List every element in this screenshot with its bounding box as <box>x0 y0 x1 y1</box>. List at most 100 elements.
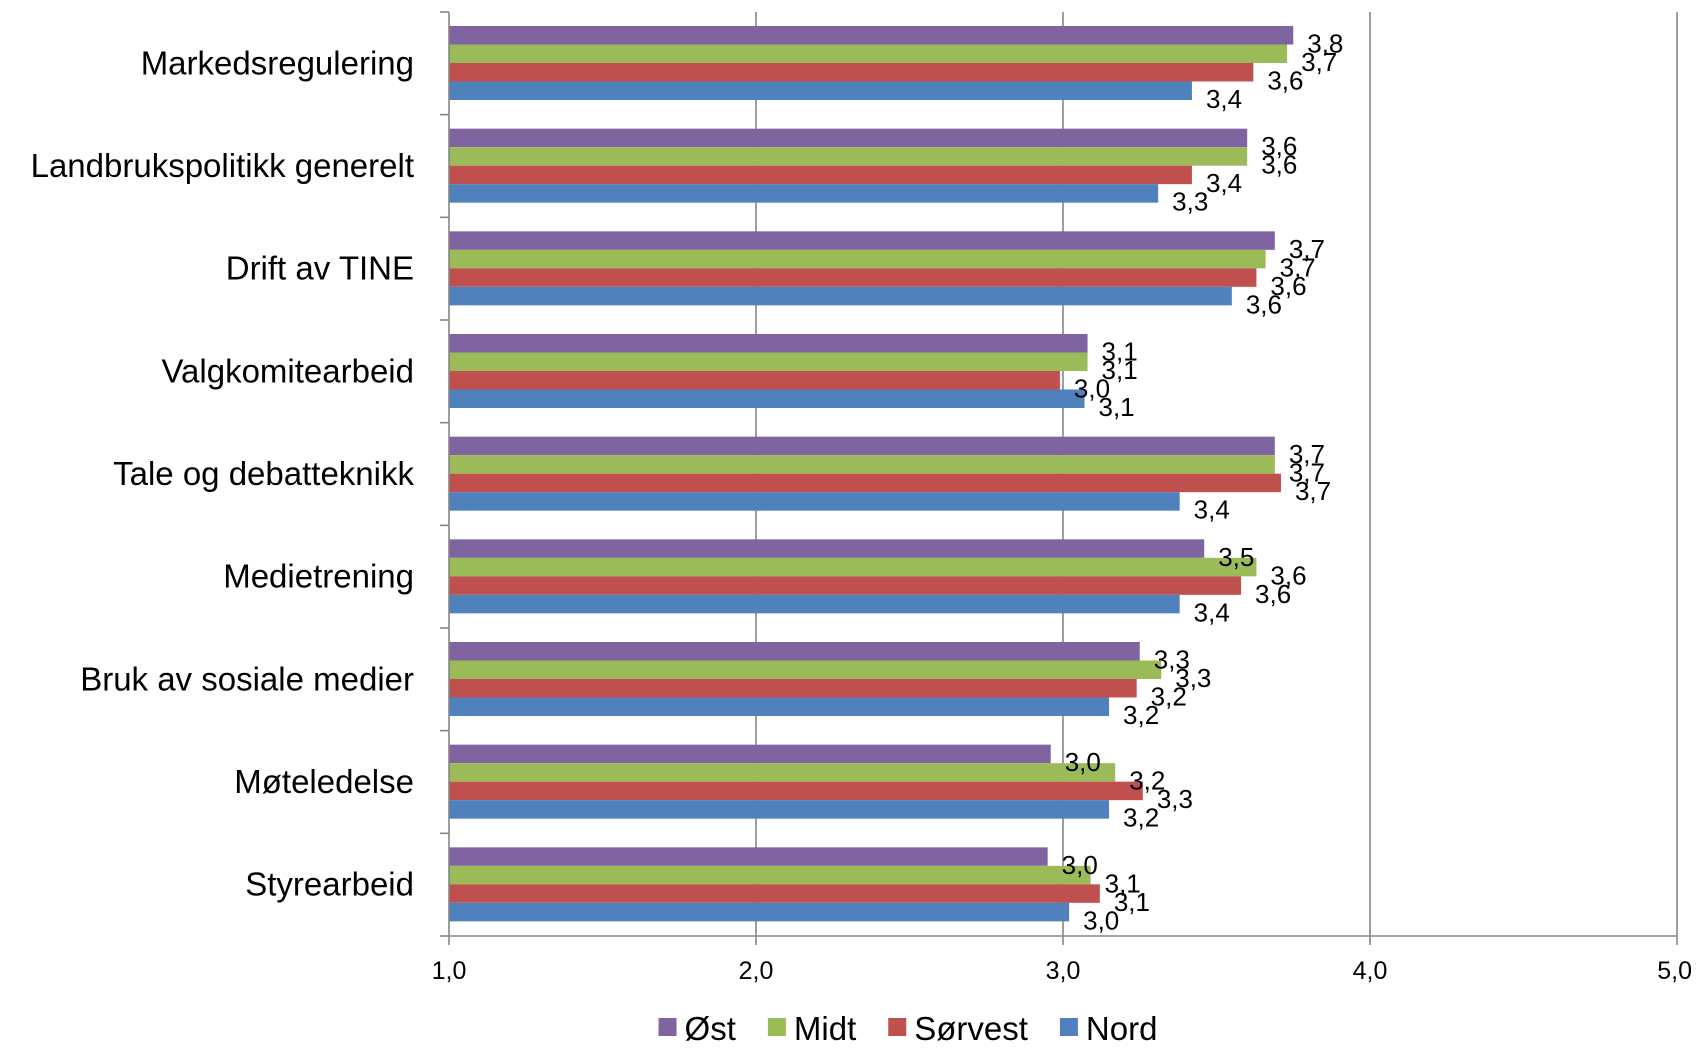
bar <box>449 473 1281 493</box>
bar <box>449 800 1110 819</box>
legend-swatch <box>658 1018 677 1036</box>
category-label: Bruk av sosiale medier <box>80 660 414 697</box>
category-label: Valgkomitearbeid <box>161 352 414 389</box>
bar <box>449 165 1192 185</box>
data-label: 3,1 <box>1102 337 1138 367</box>
data-label: 3,8 <box>1307 29 1343 59</box>
data-label: 3,6 <box>1270 271 1306 301</box>
data-label: 3,0 <box>1062 850 1098 880</box>
bar <box>449 847 1048 866</box>
bar <box>449 594 1180 614</box>
x-tick-label: 1,0 <box>432 957 467 985</box>
bar <box>449 539 1205 558</box>
data-label: 3,7 <box>1301 47 1337 77</box>
bar <box>449 334 1088 353</box>
data-label: 3,6 <box>1267 66 1303 96</box>
data-label: 3,2 <box>1129 766 1165 796</box>
legend-swatch <box>888 1018 907 1036</box>
legend-swatch <box>1059 1018 1078 1036</box>
legend-label: Nord <box>1086 1010 1158 1047</box>
data-label: 3,4 <box>1206 168 1242 198</box>
category-label: Medietrening <box>223 558 414 595</box>
x-tick-label: 5,0 <box>1657 957 1692 985</box>
bar <box>449 371 1060 390</box>
legend-label: Øst <box>685 1010 736 1047</box>
bar <box>449 44 1288 63</box>
labels-layer: 3,83,73,63,4Markedsregulering3,63,63,43,… <box>31 29 1344 936</box>
category-label: Drift av TINE <box>226 250 414 287</box>
category-label: Landbrukspolitikk generelt <box>31 147 414 184</box>
data-label: 3,3 <box>1172 187 1208 217</box>
legend-item: Øst <box>658 1010 736 1047</box>
legend-label: Midt <box>794 1010 856 1047</box>
data-label: 3,5 <box>1218 542 1254 572</box>
bar <box>449 763 1116 782</box>
bar <box>449 63 1254 82</box>
data-label: 3,3 <box>1154 645 1190 675</box>
data-label: 3,7 <box>1280 252 1316 282</box>
category-label: Styrearbeid <box>245 866 414 903</box>
bar <box>449 128 1248 148</box>
data-label: 3,2 <box>1151 682 1187 712</box>
bar <box>449 781 1143 801</box>
bar <box>449 492 1180 511</box>
data-label: 3,7 <box>1289 458 1325 488</box>
x-tick-label: 3,0 <box>1046 957 1081 985</box>
data-label: 3,4 <box>1194 597 1230 627</box>
bar <box>449 352 1088 371</box>
legend-item: Nord <box>1059 1010 1158 1047</box>
legend: Øst Midt Sørvest Nord <box>658 1010 1158 1047</box>
bar <box>449 389 1085 408</box>
category-label: Tale og debatteknikk <box>113 455 414 492</box>
bars-layer <box>449 26 1294 922</box>
bar <box>449 642 1140 661</box>
data-label: 3,0 <box>1065 747 1101 777</box>
bar <box>449 697 1110 716</box>
legend-swatch <box>767 1018 786 1036</box>
data-label: 3,6 <box>1246 289 1282 319</box>
legend-item: Midt <box>767 1010 856 1047</box>
data-label: 3,4 <box>1194 495 1230 525</box>
data-label: 3,3 <box>1175 663 1211 693</box>
data-label: 3,6 <box>1261 150 1297 180</box>
bar <box>449 231 1275 250</box>
bar <box>449 268 1257 287</box>
bar <box>449 744 1051 764</box>
category-label: Markedsregulering <box>141 44 414 81</box>
bar <box>449 184 1159 203</box>
bar <box>449 147 1248 166</box>
data-label: 3,1 <box>1105 868 1141 898</box>
data-label: 3,1 <box>1098 392 1134 422</box>
bar <box>449 81 1192 100</box>
bar <box>449 436 1275 456</box>
bar <box>449 679 1137 698</box>
data-label: 3,1 <box>1102 355 1138 385</box>
bar <box>449 26 1294 45</box>
legend-item: Sørvest <box>888 1010 1028 1047</box>
data-label: 3,7 <box>1289 439 1325 469</box>
data-label: 3,4 <box>1206 84 1242 114</box>
data-label: 3,3 <box>1157 784 1193 814</box>
data-label: 3,6 <box>1255 579 1291 609</box>
data-label: 3,6 <box>1270 560 1306 590</box>
category-label: Møteledelse <box>234 763 414 800</box>
data-label: 3,7 <box>1289 234 1325 264</box>
data-label: 3,6 <box>1261 131 1297 161</box>
x-tick-label: 2,0 <box>739 957 774 985</box>
bar <box>449 455 1275 474</box>
axis-layer: 1,0 2,0 3,0 4,0 5,0 <box>432 11 1692 985</box>
data-label: 3,0 <box>1074 374 1110 404</box>
data-label: 3,2 <box>1123 803 1159 833</box>
bar <box>449 902 1070 922</box>
bar <box>449 557 1257 577</box>
bar <box>449 884 1100 903</box>
bar <box>449 249 1266 269</box>
x-tick-label: 4,0 <box>1353 957 1388 985</box>
bar <box>449 660 1162 679</box>
bar <box>449 286 1232 306</box>
data-label: 3,2 <box>1123 700 1159 730</box>
legend-label: Sørvest <box>914 1010 1028 1047</box>
bar <box>449 865 1091 885</box>
